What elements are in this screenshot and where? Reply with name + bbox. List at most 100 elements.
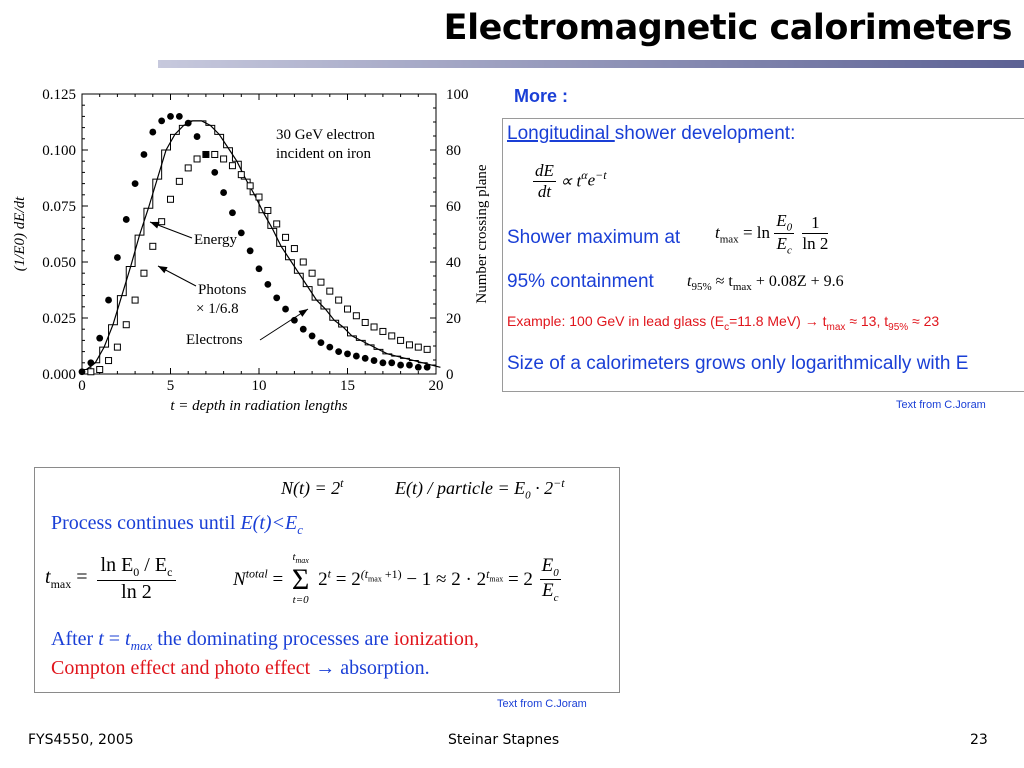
after-t: t bbox=[98, 628, 104, 650]
label-photons-scale: × 1/6.8 bbox=[196, 301, 239, 317]
example-95: 95% bbox=[888, 321, 909, 333]
label-electrons: Electrons bbox=[186, 332, 243, 348]
photon-point bbox=[228, 162, 236, 170]
more-label: More : bbox=[514, 86, 568, 106]
photon-point bbox=[317, 278, 325, 286]
x-tick-label: 0 bbox=[78, 378, 86, 394]
shower-max-label: Shower maximum at bbox=[507, 227, 681, 248]
electron-point bbox=[344, 350, 351, 358]
photon-point bbox=[113, 343, 121, 351]
example-max: max bbox=[826, 321, 846, 333]
N-exp: t bbox=[340, 476, 344, 490]
electron-point bbox=[352, 352, 360, 360]
electron-point bbox=[202, 151, 210, 158]
y-tick-label-left: 0.075 bbox=[42, 199, 76, 215]
electron-point bbox=[158, 117, 166, 125]
x-tick-label: 20 bbox=[429, 378, 444, 394]
example-end: ≈ 23 bbox=[908, 313, 940, 329]
electron-point bbox=[175, 113, 183, 120]
photon-point bbox=[264, 206, 272, 214]
photon-point bbox=[167, 195, 174, 203]
electron-point bbox=[273, 294, 281, 302]
energy-fit-line bbox=[86, 120, 441, 370]
electron-point bbox=[397, 361, 404, 369]
formula-tmax-ln: tmax = ln E0 / Ec ln 2 bbox=[45, 554, 177, 604]
f2-num-subc: c bbox=[167, 565, 173, 579]
formula-N: N(t) = 2t bbox=[281, 476, 344, 499]
after-prefix: After bbox=[51, 628, 99, 650]
annotation-subtitle: incident on iron bbox=[276, 146, 371, 162]
photon-point bbox=[175, 177, 183, 185]
tmax-Ec-sub: c bbox=[786, 244, 792, 257]
energy-histogram bbox=[82, 120, 436, 371]
example-mid2: ≈ 13, t bbox=[845, 313, 889, 329]
photon-point bbox=[388, 332, 396, 340]
size-text: Size of a calorimeters grows only logari… bbox=[507, 353, 969, 374]
electron-point bbox=[184, 119, 192, 127]
photon-point bbox=[122, 321, 130, 329]
photon-point bbox=[414, 343, 422, 351]
electron-point bbox=[193, 133, 201, 140]
ntot-eq3: = 2 bbox=[507, 569, 533, 591]
dedt-den: dt bbox=[537, 182, 552, 201]
example-prefix: Example: 100 GeV in lead glass (E bbox=[507, 313, 725, 329]
electron-point bbox=[326, 343, 334, 351]
ntot-exp2-sub: max bbox=[368, 574, 382, 584]
y-axis-label-left: (1/E0) dE/dt bbox=[12, 196, 28, 271]
y-tick-label-right: 40 bbox=[446, 255, 461, 271]
t95-approx: ≈ t bbox=[715, 273, 733, 290]
credit-top: Text from C.Joram bbox=[896, 399, 986, 411]
photon-point bbox=[246, 182, 254, 190]
f2-tmax-sub: max bbox=[50, 577, 72, 591]
ntot-exp2: (t bbox=[360, 566, 369, 581]
photon-point bbox=[158, 218, 166, 226]
ntot-N: N bbox=[233, 569, 246, 591]
y-tick-label-left: 0.025 bbox=[42, 311, 76, 327]
dedt-minus-t: −t bbox=[595, 167, 607, 182]
after-line: After t = tmax the dominating processes … bbox=[51, 628, 479, 654]
y-tick-label-right: 60 bbox=[446, 199, 461, 215]
energy-arrow-head bbox=[150, 221, 160, 229]
photon-point bbox=[105, 357, 113, 365]
f2-tmax-t: t bbox=[45, 566, 51, 588]
ntot-frac-den: E bbox=[541, 579, 554, 601]
photon-point bbox=[211, 150, 219, 158]
formula-dedt: dE dt ∝ tαe−t bbox=[533, 161, 607, 202]
photon-point bbox=[352, 312, 360, 320]
E-eq: E(t) / particle = E bbox=[395, 478, 526, 498]
label-energy: Energy bbox=[194, 232, 238, 248]
x-axis-label: t = depth in radiation lengths bbox=[170, 398, 347, 414]
photon-point bbox=[299, 258, 307, 266]
process-cond-sub: c bbox=[297, 522, 304, 537]
electron-point bbox=[114, 254, 121, 261]
electron-point bbox=[361, 354, 369, 362]
t95-sub: 95% bbox=[691, 281, 712, 294]
photon-point bbox=[344, 305, 351, 313]
y-tick-label-right: 100 bbox=[446, 87, 469, 103]
formula-t95: t95% ≈ tmax + 0.08Z + 9.6 bbox=[687, 273, 844, 293]
ntot-sum-exp: t bbox=[327, 566, 331, 581]
photon-point bbox=[131, 296, 139, 304]
heading-longitudinal: Longitudinal bbox=[507, 123, 615, 144]
electron-point bbox=[122, 216, 130, 223]
y-tick-label-right: 20 bbox=[446, 311, 461, 327]
ntot-exp3-sub: max bbox=[489, 574, 504, 584]
photon-point bbox=[290, 245, 298, 253]
footer-course: FYS4550, 2005 bbox=[28, 732, 134, 748]
photon-point bbox=[273, 220, 281, 228]
after-eq: = bbox=[103, 628, 126, 650]
credit-bottom: Text from C.Joram bbox=[497, 698, 587, 710]
electron-point bbox=[255, 265, 263, 273]
electron-point bbox=[96, 334, 104, 342]
electron-point bbox=[308, 332, 316, 340]
electron-point bbox=[317, 339, 325, 347]
formula-ntotal: Ntotal = tmax Σ t=0 2t = 2(tmax +1) − 1 … bbox=[233, 552, 561, 606]
electron-point bbox=[335, 348, 343, 355]
tmax-Ec: E bbox=[776, 234, 787, 254]
x-tick-label: 5 bbox=[167, 378, 175, 394]
y-tick-label-left: 0.100 bbox=[42, 143, 76, 159]
ntot-frac-den-sub: c bbox=[553, 591, 559, 604]
tmax-ln2: ln 2 bbox=[802, 234, 829, 254]
after-arrow: → absorption. bbox=[315, 657, 430, 679]
ntot-exp2-end: +1) bbox=[381, 566, 402, 581]
